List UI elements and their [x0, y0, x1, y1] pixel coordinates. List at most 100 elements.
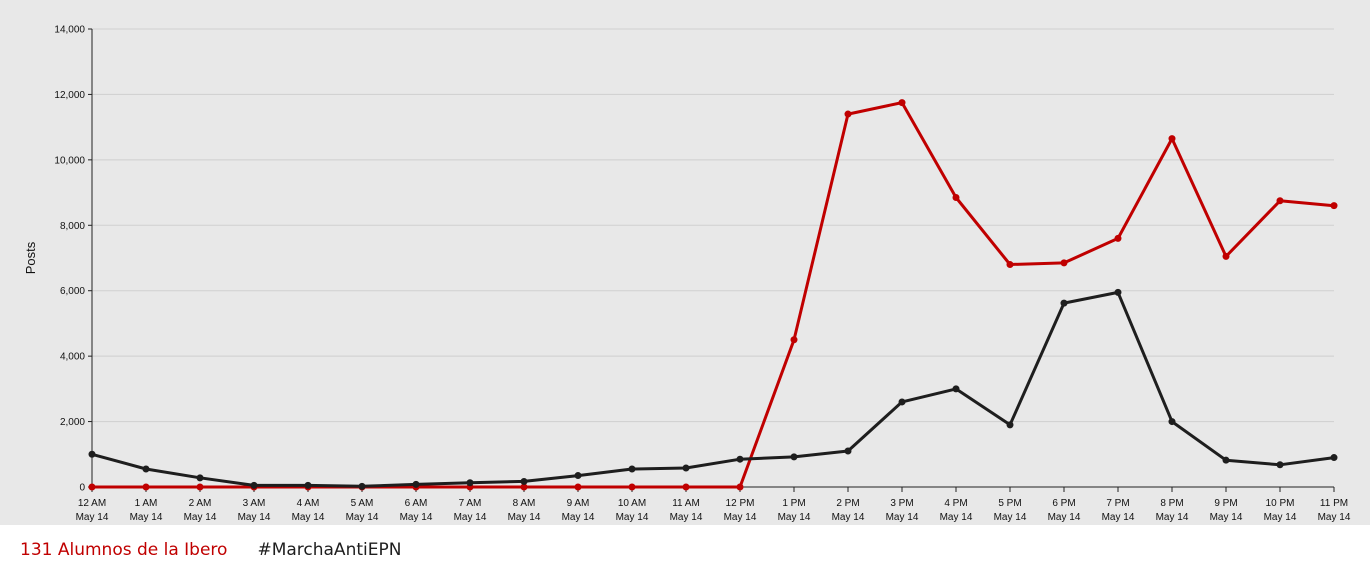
x-tick-label: 1 AM — [135, 498, 158, 509]
x-tick-date-label: May 14 — [400, 512, 433, 523]
legend-entry-alumnos-ibero: 131 Alumnos de la Ibero — [20, 540, 228, 560]
data-point[interactable] — [952, 193, 960, 201]
x-tick-date-label: May 14 — [1156, 512, 1189, 523]
series-line — [92, 101, 1335, 489]
data-point[interactable] — [790, 336, 798, 344]
data-point[interactable] — [1114, 288, 1122, 296]
x-tick-label: 12 PM — [726, 498, 755, 509]
x-tick-label: 8 PM — [1160, 498, 1183, 509]
x-tick-label: 3 PM — [890, 498, 913, 509]
x-tick-label: 4 AM — [297, 498, 320, 509]
data-point[interactable] — [844, 447, 852, 455]
x-tick-label: 10 PM — [1266, 498, 1295, 509]
data-point[interactable] — [1060, 299, 1068, 307]
series — [88, 99, 1338, 491]
data-point[interactable] — [88, 483, 96, 491]
data-point[interactable] — [1114, 234, 1122, 242]
data-point[interactable] — [88, 450, 96, 458]
data-point[interactable] — [898, 99, 906, 107]
y-tick-label: 2,000 — [60, 417, 85, 428]
data-point[interactable] — [682, 483, 690, 491]
data-point[interactable] — [358, 482, 366, 490]
data-point[interactable] — [574, 483, 582, 491]
data-point[interactable] — [1222, 252, 1230, 260]
data-point[interactable] — [466, 479, 474, 487]
x-tick-date-label: May 14 — [454, 512, 487, 523]
x-tick-date-label: May 14 — [940, 512, 973, 523]
data-point[interactable] — [628, 465, 636, 473]
x-tick-date-label: May 14 — [886, 512, 919, 523]
data-point[interactable] — [196, 474, 204, 482]
data-point[interactable] — [736, 455, 744, 463]
data-point[interactable] — [412, 480, 420, 488]
data-point[interactable] — [1330, 454, 1338, 462]
gridlines — [92, 28, 1334, 488]
x-tick-date-label: May 14 — [508, 512, 541, 523]
data-point[interactable] — [952, 385, 960, 393]
x-tick-date-label: May 14 — [616, 512, 649, 523]
x-tick-label: 6 AM — [405, 498, 428, 509]
x-tick-label: 8 AM — [513, 498, 536, 509]
data-point[interactable] — [628, 483, 636, 491]
data-point[interactable] — [1276, 461, 1284, 469]
x-tick-label: 9 AM — [567, 498, 590, 509]
data-point[interactable] — [1060, 259, 1068, 267]
series-1 — [88, 288, 1338, 490]
data-point[interactable] — [1168, 135, 1176, 143]
x-tick-label: 11 PM — [1320, 498, 1348, 509]
x-tick-label: 12 AM — [78, 498, 106, 509]
y-tick-label: 12,000 — [54, 90, 85, 101]
x-tick-label: 2 PM — [836, 498, 859, 509]
data-point[interactable] — [142, 465, 150, 473]
x-tick-label: 11 AM — [672, 498, 700, 509]
data-point[interactable] — [304, 481, 312, 489]
y-tick-label: 14,000 — [54, 25, 85, 36]
data-point[interactable] — [1330, 202, 1338, 210]
data-point[interactable] — [1222, 456, 1230, 464]
x-tick-label: 7 AM — [459, 498, 482, 509]
plot-background — [0, 0, 1370, 525]
x-tick-label: 9 PM — [1214, 498, 1237, 509]
data-point[interactable] — [898, 398, 906, 406]
data-point[interactable] — [682, 464, 690, 472]
data-point[interactable] — [250, 481, 258, 489]
x-tick-label: 1 PM — [782, 498, 805, 509]
data-point[interactable] — [790, 453, 798, 461]
data-point[interactable] — [1006, 261, 1014, 269]
data-point[interactable] — [844, 110, 852, 118]
x-tick-label: 5 AM — [351, 498, 374, 509]
x-tick-date-label: May 14 — [778, 512, 811, 523]
data-point[interactable] — [1276, 197, 1284, 205]
data-point[interactable] — [520, 483, 528, 491]
x-tick-date-label: May 14 — [1102, 512, 1135, 523]
x-tick-label: 7 PM — [1106, 498, 1129, 509]
data-point[interactable] — [1006, 421, 1014, 429]
x-tick-label: 4 PM — [944, 498, 967, 509]
x-tick-label: 6 PM — [1052, 498, 1075, 509]
x-tick-date-label: May 14 — [346, 512, 379, 523]
x-tick-date-label: May 14 — [184, 512, 217, 523]
x-tick-date-label: May 14 — [1048, 512, 1081, 523]
data-point[interactable] — [196, 483, 204, 491]
data-point[interactable] — [1168, 418, 1176, 426]
x-tick-date-label: May 14 — [670, 512, 703, 523]
x-tick-date-label: May 14 — [1264, 512, 1297, 523]
y-tick-label: 6,000 — [60, 286, 85, 297]
x-tick-date-label: May 14 — [238, 512, 271, 523]
data-point[interactable] — [520, 477, 528, 485]
y-axis-ticks: 0 2,000 4,000 6,000 8,000 10,000 12,000 14,000 — [54, 25, 93, 494]
data-point[interactable] — [142, 483, 150, 491]
data-point[interactable] — [736, 483, 744, 491]
y-tick-label: 8,000 — [60, 221, 85, 232]
x-tick-label: 5 PM — [998, 498, 1021, 509]
series-line — [91, 290, 1335, 488]
x-tick-label: 10 AM — [618, 498, 646, 509]
y-tick-label: 10,000 — [54, 155, 85, 166]
x-tick-date-label: May 14 — [130, 512, 163, 523]
y-tick-label: 4,000 — [60, 352, 85, 363]
x-tick-date-label: May 14 — [76, 512, 109, 523]
data-point[interactable] — [574, 472, 582, 480]
legend-entry-marcha-anti-epn: #MarchaAntiEPN — [257, 540, 402, 560]
x-tick-label: 3 AM — [243, 498, 266, 509]
